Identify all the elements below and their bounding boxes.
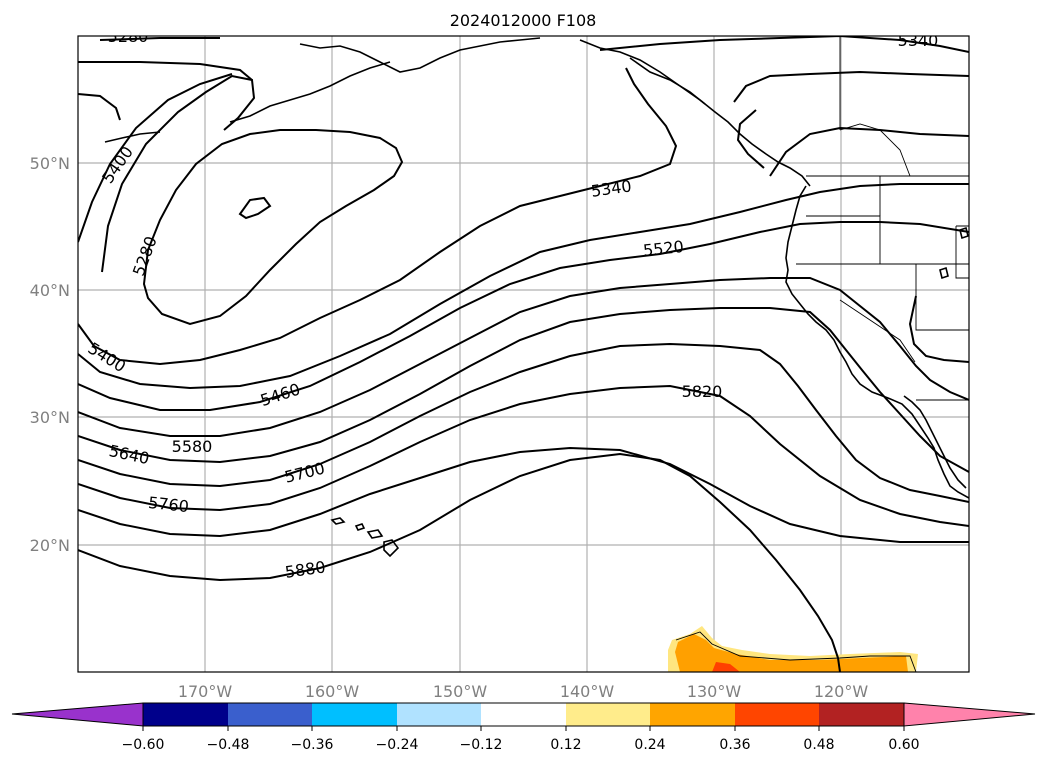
colorbar-bin	[312, 703, 397, 726]
lat-label: 50°N	[30, 154, 70, 173]
map-title: 2024012000 F108	[450, 11, 597, 30]
colorbar-bin	[143, 703, 228, 726]
colorbar: −0.60 −0.48 −0.36 −0.24 −0.12 0.12 0.24 …	[11, 702, 1036, 753]
latitude-labels: 50°N 40°N 30°N 20°N	[30, 154, 70, 555]
colorbar-bin	[735, 703, 819, 726]
contour-label: 5580	[172, 437, 213, 456]
colorbar-bin	[819, 703, 904, 726]
contour-line	[733, 70, 969, 103]
graticule	[78, 36, 969, 672]
contour-label: 5280	[129, 234, 161, 279]
anomaly-shading	[668, 626, 918, 672]
lon-label: 140°W	[560, 682, 615, 701]
contour-line	[599, 36, 969, 53]
colorbar-tick-label: 0.48	[803, 737, 834, 753]
colorbar-extend-min	[11, 702, 144, 727]
colorbar-bin	[650, 703, 735, 726]
lat-label: 20°N	[30, 536, 70, 555]
contour-line	[78, 452, 841, 672]
colorbar-tick-label: 0.24	[634, 737, 665, 753]
contour-line	[101, 74, 256, 273]
contour-labels: 5280 5340 5400 5280 5340 5520 5400 5460 …	[85, 27, 939, 582]
colorbar-tick-label: 0.36	[719, 737, 750, 753]
contour-line	[908, 295, 969, 363]
colorbar-bin	[481, 703, 566, 726]
lon-label: 170°W	[178, 682, 233, 701]
colorbar-tick-label: −0.24	[376, 737, 419, 753]
contour-line	[99, 37, 220, 41]
colorbar-tick-label: −0.60	[122, 737, 165, 753]
colorbar-tick-label: 0.12	[550, 737, 581, 753]
lat-label: 30°N	[30, 408, 70, 427]
map-frame	[77, 35, 970, 673]
contour-line	[78, 67, 678, 366]
colorbar-tick-label: −0.36	[291, 737, 334, 753]
colorbar-frame	[142, 702, 905, 727]
coastlines	[104, 37, 969, 558]
lon-label: 150°W	[433, 682, 488, 701]
contour-line	[78, 183, 969, 390]
colorbar-extend-max	[903, 702, 1036, 727]
contour-label: 5460	[258, 379, 303, 410]
colorbar-bin	[397, 703, 481, 726]
colorbar-tick-label: −0.12	[460, 737, 503, 753]
contour-line	[142, 129, 404, 326]
contour-line	[78, 446, 969, 543]
lon-label: 120°W	[814, 682, 869, 701]
contour-label: 5280	[108, 27, 149, 46]
contour-line	[78, 93, 121, 121]
contour-label: 5400	[85, 338, 130, 376]
contour-line	[78, 342, 969, 503]
contour-line	[78, 73, 233, 243]
contour-label: 5700	[283, 459, 327, 487]
lon-label: 130°W	[687, 682, 742, 701]
lon-label: 160°W	[305, 682, 360, 701]
lat-label: 40°N	[30, 281, 70, 300]
contour-label: 5820	[682, 382, 723, 401]
map-panel: 5280 5340 5400 5280 5340 5520 5400 5460 …	[78, 27, 969, 672]
colorbar-ticks	[142, 726, 905, 731]
longitude-labels: 170°W 160°W 150°W 140°W 130°W 120°W	[178, 682, 869, 701]
contour-label: 5760	[147, 493, 189, 516]
colorbar-bin	[228, 703, 312, 726]
height-contours	[78, 36, 969, 672]
contour-label: 5880	[284, 557, 327, 581]
contour-label: 5640	[107, 441, 151, 468]
colorbar-tick-label: 0.60	[888, 737, 919, 753]
contour-line	[769, 126, 969, 177]
contour-line	[238, 196, 272, 220]
contour-line	[736, 109, 765, 169]
contour-label: 5520	[642, 237, 684, 260]
contour-line	[78, 221, 969, 411]
contour-label: 5340	[590, 176, 633, 200]
contour-line	[78, 61, 253, 81]
contour-line	[78, 307, 969, 473]
colorbar-tick-label: −0.48	[207, 737, 250, 753]
contour-line	[78, 384, 969, 527]
contour-label: 5340	[898, 31, 939, 50]
contour-line	[78, 277, 969, 437]
contour-label: 5400	[98, 143, 137, 187]
colorbar-bin	[566, 703, 650, 726]
